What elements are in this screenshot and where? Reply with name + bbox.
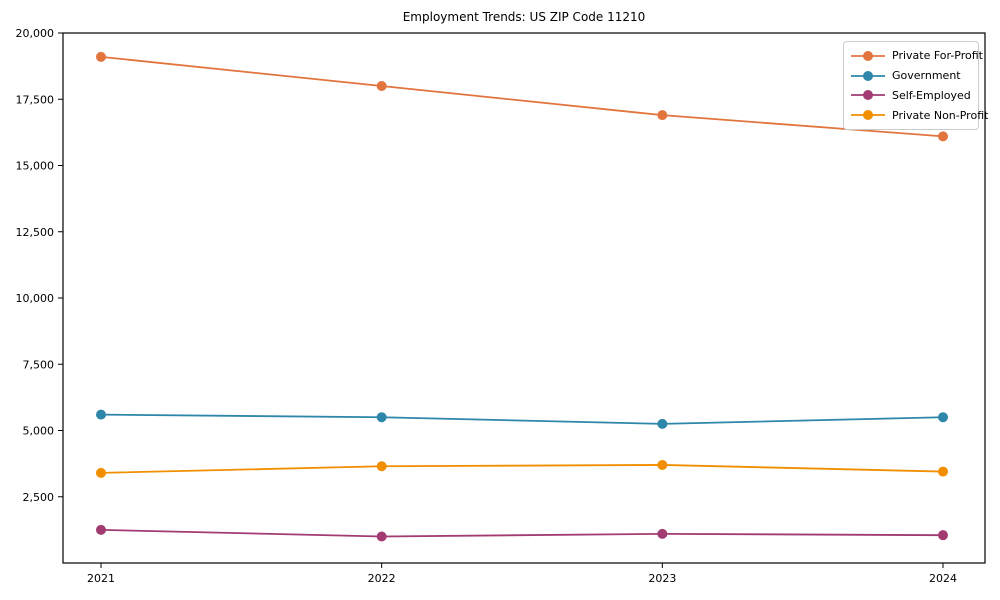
- x-tick-label: 2024: [929, 572, 957, 585]
- y-tick-label: 7,500: [23, 358, 55, 371]
- data-point: [657, 459, 668, 470]
- legend-line-marker-icon: [851, 70, 885, 81]
- data-point: [938, 530, 948, 541]
- y-tick-label: 12,500: [16, 226, 55, 239]
- series-line: [100, 413, 944, 425]
- legend-label: Self-Employed: [892, 88, 971, 102]
- data-point: [938, 131, 948, 142]
- data-point: [96, 51, 106, 62]
- legend-item-private-for-profit: Private For-Profit: [850, 46, 983, 66]
- legend-label: Private Non-Profit: [892, 108, 989, 122]
- series-line: [100, 528, 944, 538]
- legend-label: Government: [892, 69, 961, 83]
- data-point: [938, 466, 948, 477]
- data-point: [376, 461, 387, 472]
- legend-item-self-employed: Self-Employed: [850, 86, 971, 106]
- data-point: [96, 524, 106, 535]
- series-line: [100, 55, 944, 138]
- data-point: [96, 409, 106, 420]
- chart-legend: Private For-Profit Government Self-Emplo…: [843, 41, 988, 130]
- legend-line-marker-icon: [851, 50, 885, 61]
- series-line: [100, 464, 944, 474]
- legend-item-private-non-profit: Private Non-Profit: [850, 105, 988, 125]
- data-point: [938, 412, 948, 423]
- x-tick-label: 2022: [368, 572, 396, 585]
- y-tick-label: 5,000: [23, 425, 55, 438]
- y-tick-label: 20,000: [16, 27, 55, 40]
- y-tick-label: 10,000: [16, 292, 55, 305]
- legend-label: Private For-Profit: [892, 49, 983, 63]
- data-point: [376, 81, 387, 91]
- data-point: [657, 110, 668, 121]
- legend-line-marker-icon: [851, 110, 885, 121]
- y-tick-label: 2,500: [23, 491, 55, 504]
- data-point: [96, 467, 106, 478]
- y-tick-label: 17,500: [16, 93, 55, 106]
- data-point: [376, 531, 387, 542]
- data-point: [376, 412, 387, 423]
- legend-line-marker-icon: [851, 90, 885, 101]
- chart-title: Employment Trends: US ZIP Code 11210: [402, 10, 646, 24]
- x-tick-label: 2023: [648, 572, 676, 585]
- data-point: [657, 528, 668, 539]
- y-tick-label: 15,000: [16, 160, 55, 173]
- legend-item-government: Government: [850, 66, 971, 86]
- x-tick-label: 2021: [87, 572, 115, 585]
- data-point: [657, 418, 668, 429]
